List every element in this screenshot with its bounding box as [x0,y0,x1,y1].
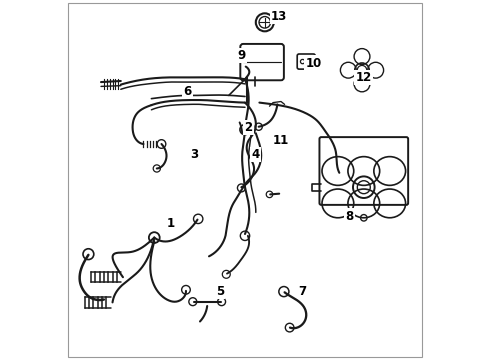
Text: 6: 6 [183,85,192,98]
Text: 9: 9 [237,49,245,62]
Text: 5: 5 [216,285,224,298]
Text: 11: 11 [273,134,289,147]
Text: 10: 10 [305,57,321,69]
Text: 1: 1 [167,217,175,230]
Text: 12: 12 [356,71,372,84]
Text: 3: 3 [191,148,198,161]
Text: 13: 13 [271,10,287,23]
Text: 4: 4 [252,148,260,161]
Text: 7: 7 [298,285,307,298]
Text: 2: 2 [245,121,253,134]
Text: 8: 8 [345,210,353,222]
